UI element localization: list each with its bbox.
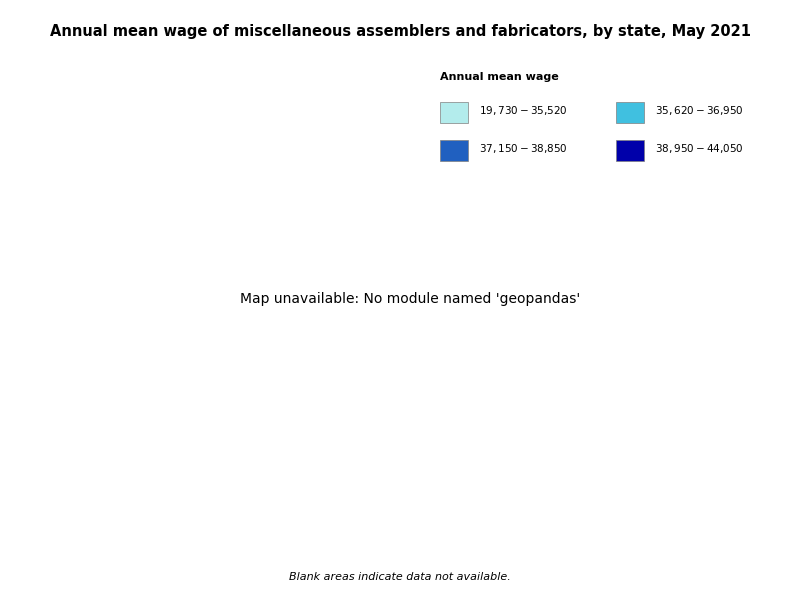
Text: $37,150 - $38,850: $37,150 - $38,850: [478, 142, 567, 155]
Bar: [616, 140, 644, 161]
Text: Map unavailable: No module named 'geopandas': Map unavailable: No module named 'geopan…: [240, 292, 580, 306]
Bar: [440, 102, 468, 123]
Text: Blank areas indicate data not available.: Blank areas indicate data not available.: [289, 572, 511, 582]
Text: $35,620 - $36,950: $35,620 - $36,950: [654, 104, 743, 117]
Text: Annual mean wage of miscellaneous assemblers and fabricators, by state, May 2021: Annual mean wage of miscellaneous assemb…: [50, 24, 750, 39]
Text: $19,730 - $35,520: $19,730 - $35,520: [478, 104, 567, 117]
Text: Annual mean wage: Annual mean wage: [440, 72, 558, 82]
Bar: [616, 102, 644, 123]
Bar: [440, 140, 468, 161]
Text: $38,950 - $44,050: $38,950 - $44,050: [654, 142, 743, 155]
